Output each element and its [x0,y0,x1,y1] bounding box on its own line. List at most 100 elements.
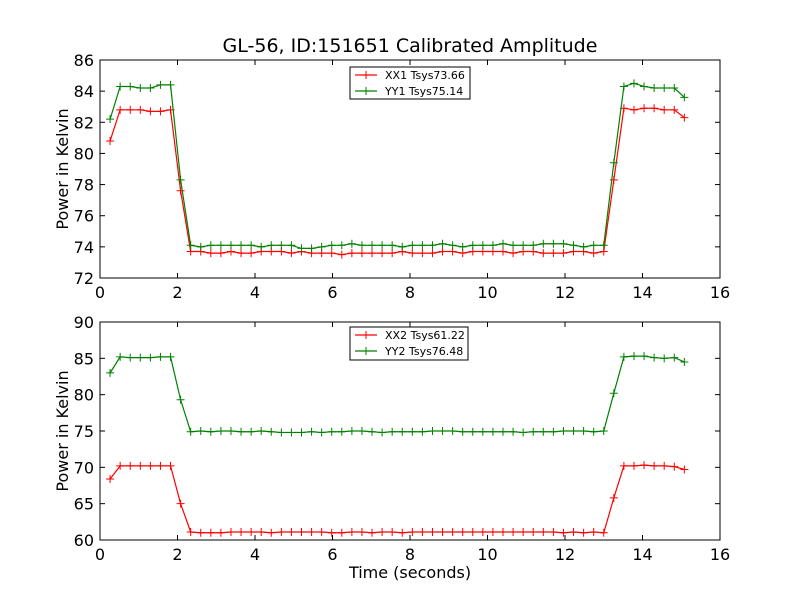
data-point [257,242,266,251]
data-point [589,249,598,258]
data-point [237,427,246,436]
data-point [116,461,125,470]
data-point [660,461,669,470]
data-point [509,241,518,250]
y-tick-label: 90 [74,313,94,332]
data-point [186,427,195,436]
data-point [539,528,548,537]
data-point [307,244,316,253]
x-tick-label: 6 [327,283,337,302]
data-point [448,427,457,435]
data-point [650,461,659,470]
legend-marker [362,347,370,355]
data-point [660,84,669,93]
data-point [408,528,417,537]
data-point [428,528,437,537]
data-point [619,82,628,91]
data-point [317,242,326,251]
data-point [337,528,346,537]
x-tick-label: 12 [555,283,575,302]
data-point [579,528,588,537]
data-point [680,465,689,474]
data-point [660,105,669,114]
data-point [247,241,256,250]
data-point [126,82,135,91]
data-point [136,105,145,114]
data-point [478,427,487,436]
data-point [529,427,538,436]
series-line-2 [109,82,685,250]
data-point [267,241,276,250]
data-point [327,249,336,258]
data-point [176,175,185,184]
legend-marker [362,71,370,79]
data-point [468,241,477,250]
data-point [368,249,377,258]
y-tick-label: 65 [74,495,94,514]
data-point [408,427,417,436]
data-point [599,528,608,537]
data-point [629,105,638,114]
data-point [247,249,256,258]
data-point [106,368,115,377]
data-point [650,84,659,93]
data-point [297,428,306,437]
data-point [559,249,568,258]
x-tick-label: 16 [710,545,730,564]
data-point [559,528,568,537]
data-point [569,427,578,435]
data-point [468,528,477,537]
data-point [126,353,135,362]
data-point [126,105,135,114]
y-tick-label: 82 [74,113,94,132]
data-point [388,249,397,258]
data-point [327,528,336,537]
data-point [116,82,125,91]
data-point [418,427,427,436]
data-point [146,84,155,93]
data-point [549,528,558,537]
y-tick-label: 85 [74,349,94,368]
data-point [247,427,256,436]
y-axis-label: Power in Kelvin [53,370,72,491]
data-point [378,249,387,258]
data-point [136,84,145,93]
data-point [156,352,165,361]
data-point [640,461,649,470]
data-point [368,528,377,537]
data-point [287,249,296,258]
x-tick-label: 10 [477,545,497,564]
data-point [267,427,276,436]
data-point [136,461,145,470]
data-point [448,528,457,537]
data-point [609,389,618,398]
data-point [629,79,638,88]
y-tick-label: 75 [74,422,94,441]
data-point [357,241,366,250]
data-point [458,427,467,436]
data-point [226,427,235,435]
chart-panel-2: 0 2 4 6 8 10 12 14 16 60 65 70 75 80 85 90 Power in Kelv… [53,313,730,582]
data-point [640,352,649,361]
data-point [579,427,588,435]
data-point [549,427,558,436]
data-point [478,528,487,537]
data-point [670,462,679,471]
data-point [660,354,669,363]
data-point [267,528,276,537]
data-point [196,427,205,435]
legend: XX1 Tsys73.66 YY1 Tsys75.14 [349,66,471,100]
data-point [257,427,266,435]
data-point [196,528,205,537]
legend: XX2 Tsys61.22 YY2 Tsys76.48 [349,326,469,361]
data-point [297,528,306,537]
data-point [206,249,215,258]
data-point [216,528,225,537]
data-point [146,107,155,116]
data-point [418,241,427,250]
x-tick-label: 8 [405,283,415,302]
data-point [347,249,356,258]
x-tick-label: 2 [172,283,182,302]
chart-title: GL-56, ID:151651 Calibrated Amplitude [223,35,598,57]
